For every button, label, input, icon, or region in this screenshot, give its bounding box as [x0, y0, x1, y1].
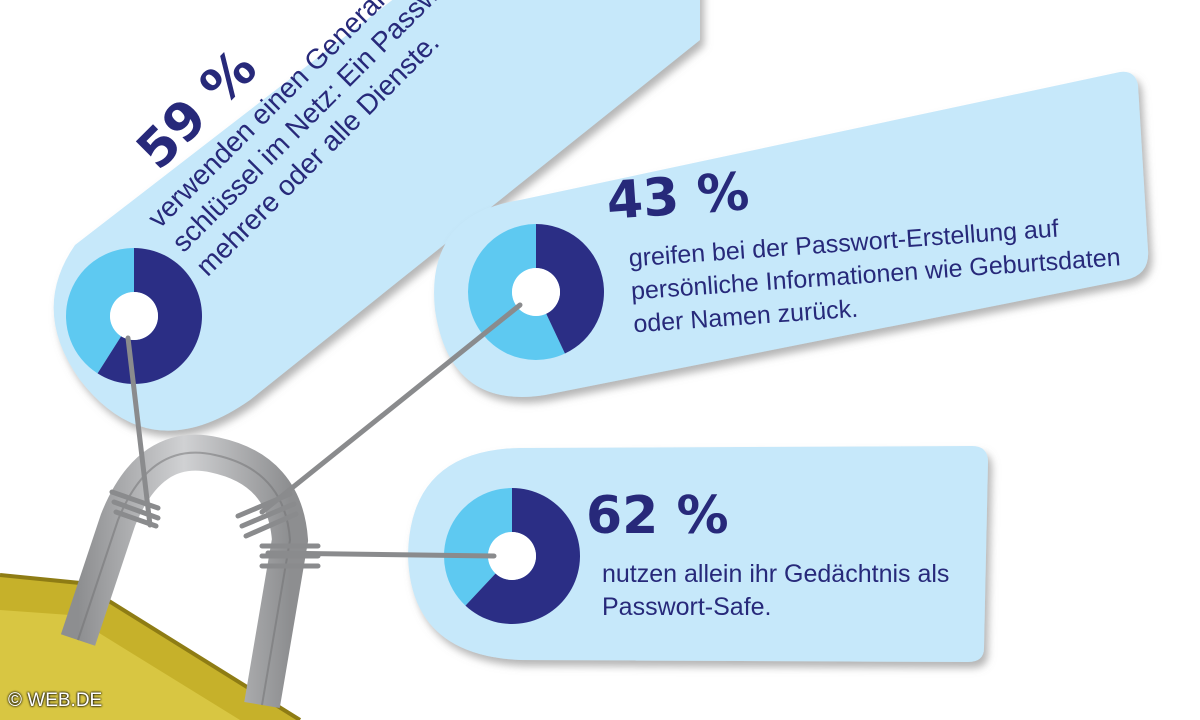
tag-3-donut-remainder	[444, 488, 512, 606]
string-tag-1	[125, 335, 153, 528]
tag-3-percent: 62 %	[586, 486, 729, 546]
tag-1-eyelet	[110, 292, 158, 340]
tag-2-donut	[468, 224, 604, 360]
padlock-body-highlight	[0, 610, 240, 720]
tag-3-description: nutzen allein ihr Gedächtnis als Passwor…	[602, 560, 950, 621]
tag-1-donut-value	[97, 248, 202, 384]
tag-3-donut-value	[465, 488, 580, 624]
tag-1-shape	[53, 0, 700, 431]
tag-2-shape	[434, 71, 1149, 397]
tag-3-donut	[444, 488, 580, 624]
tag-1	[53, 0, 700, 431]
tag-1-donut-remainder	[66, 248, 134, 374]
copyright-notice: © WEB.DE	[8, 690, 103, 711]
padlock	[0, 434, 309, 720]
tag-3	[408, 446, 988, 662]
tag-3-eyelet	[488, 532, 536, 580]
string-tag-2	[259, 302, 523, 515]
string-knot-3	[259, 543, 321, 569]
tag-3-text: 62 % nutzen allein ihr Gedächtnis als Pa…	[586, 490, 966, 624]
string-knot-1	[109, 489, 161, 529]
string-knot-2	[235, 491, 299, 539]
tag-2-donut-value	[536, 224, 604, 354]
tag-1-donut	[66, 248, 202, 384]
tag-strings	[109, 302, 523, 569]
tag-2-eyelet	[512, 268, 560, 316]
